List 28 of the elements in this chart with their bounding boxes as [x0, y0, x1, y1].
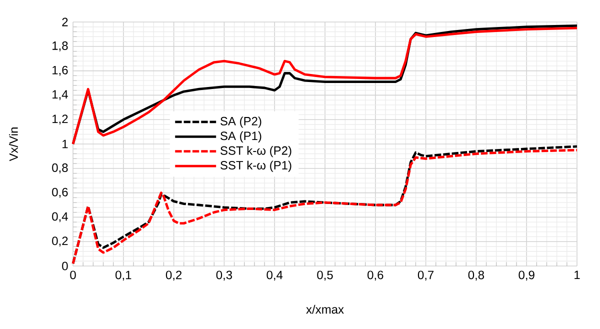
- y-tick-label: 0,6: [52, 188, 68, 198]
- x-tick-label: 0,2: [166, 270, 182, 281]
- y-tick-label: 0,2: [52, 236, 68, 247]
- y-tick-label: 0,8: [52, 163, 68, 174]
- x-tick-label: 0,6: [368, 270, 384, 281]
- y-tick-label: 2: [62, 18, 68, 26]
- x-tick-label: 0,4: [266, 270, 283, 281]
- y-tick-label: 1,4: [52, 90, 68, 100]
- x-tick-label: 0,1: [116, 270, 132, 281]
- y-tick-label: 1: [62, 140, 68, 148]
- x-tick-label: 0,5: [317, 270, 333, 281]
- x-tick-label: 0: [70, 270, 76, 280]
- x-tick-label: 0,9: [518, 270, 534, 281]
- y-tick-label: 0: [62, 262, 68, 270]
- y-tick-label: 1,2: [52, 114, 68, 125]
- y-tick-label: 0,4: [52, 212, 68, 222]
- legend-label: SST k-ω (P1): [220, 160, 292, 172]
- x-axis-title: x/xmax: [306, 304, 344, 314]
- y-axis-title: Vx/Vin: [9, 128, 18, 162]
- x-tick-label: 0,7: [418, 270, 434, 281]
- x-tick-label: 0,8: [468, 270, 484, 281]
- y-tick-label: 1,8: [52, 41, 68, 52]
- x-tick-label: 1: [574, 270, 580, 279]
- legend-label: SST k-ω (P2): [220, 146, 292, 158]
- legend-label: SA (P2): [220, 116, 262, 128]
- legend-label: SA (P1): [220, 131, 262, 142]
- x-tick-label: 0,3: [216, 270, 232, 281]
- y-tick-label: 1,6: [52, 66, 68, 76]
